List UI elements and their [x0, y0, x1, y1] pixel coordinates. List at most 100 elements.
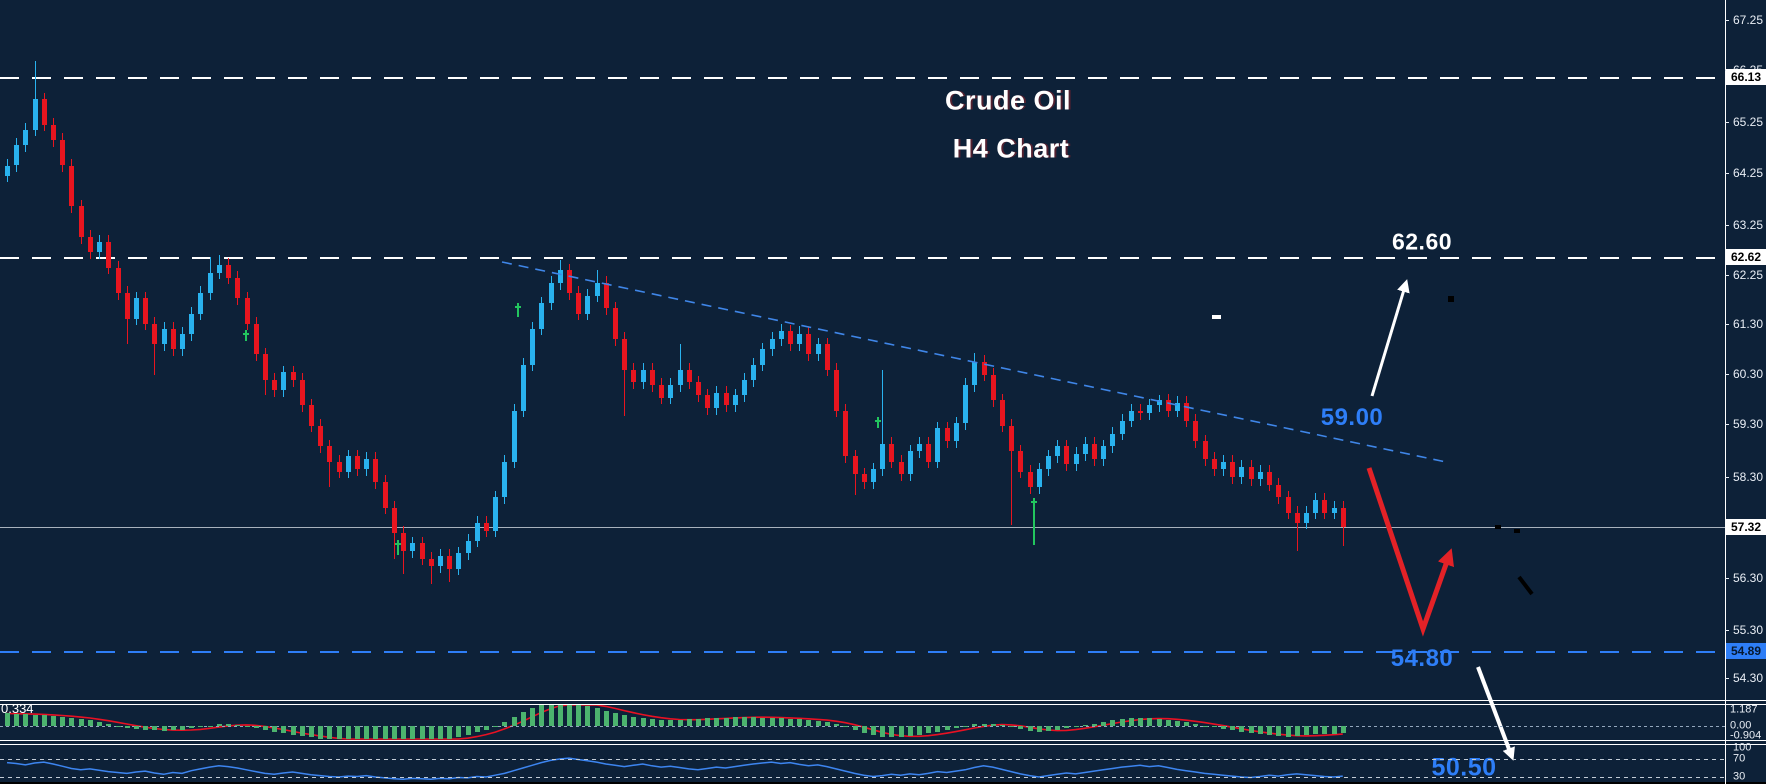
macd-axis-label: -0.904 [1730, 729, 1762, 742]
macd-histogram-bar [981, 723, 987, 726]
candle-body [1156, 400, 1162, 406]
candle-body [824, 344, 830, 370]
candle-body [465, 540, 471, 554]
macd-histogram-bar [189, 726, 195, 729]
candle-body [1045, 456, 1051, 470]
candle-body [170, 328, 176, 350]
macd-histogram-bar [1073, 726, 1079, 727]
macd-histogram-bar [106, 723, 112, 726]
candle-body [428, 558, 434, 567]
candle-body [741, 379, 747, 396]
candle-body [364, 459, 370, 470]
macd-histogram-bar [345, 726, 351, 739]
candle-body [253, 323, 259, 355]
candle-body [41, 99, 47, 125]
macd-histogram-bar [548, 705, 554, 726]
chart-title-line1: Crude Oil [944, 85, 1072, 116]
candle-body [1211, 459, 1217, 470]
macd-histogram-bar [1276, 726, 1282, 737]
candle-body [51, 124, 57, 140]
macd-histogram-bar [1147, 718, 1153, 726]
candle-wick [1296, 506, 1298, 551]
candle-body [594, 282, 600, 296]
macd-histogram-bar [1101, 721, 1107, 726]
green-marker-icon [245, 330, 247, 341]
candle-body [1036, 469, 1042, 488]
rsi-axis-label: 100 [1733, 741, 1752, 754]
candle-body [419, 543, 425, 559]
macd-histogram-bar [944, 726, 950, 731]
macd-histogram-bar [1230, 726, 1236, 731]
candle-body [852, 456, 858, 475]
candle-body [557, 270, 563, 283]
green-marker-crossbar [515, 306, 521, 308]
candle-body [1128, 410, 1134, 421]
candle-body [1082, 443, 1088, 454]
price-tick-label: 60.30 [1733, 367, 1764, 381]
target-price-50-50: 50.50 [1431, 753, 1497, 782]
green-marker-crossbar [1031, 501, 1037, 503]
macd-histogram-bar [1036, 726, 1042, 732]
price-level-line-57-32 [0, 527, 1725, 528]
macd-histogram-bar [1221, 726, 1227, 729]
candle-body [198, 293, 204, 314]
candle-body [797, 333, 803, 345]
candle-body [714, 392, 720, 408]
candle-body [788, 331, 794, 345]
macd-histogram-bar [456, 726, 462, 738]
macd-histogram-bar [1165, 719, 1171, 726]
macd-histogram-bar [613, 712, 618, 726]
macd-histogram-bar [152, 726, 158, 731]
macd-histogram-bar [198, 726, 204, 728]
macd-histogram-bar [539, 705, 545, 726]
candle-body [14, 145, 20, 166]
candle-body [1202, 441, 1208, 460]
macd-histogram-bar [355, 726, 361, 739]
macd-histogram-bar [235, 724, 241, 726]
candle-body [769, 339, 775, 350]
macd-histogram-bar [41, 715, 47, 726]
candle-body [336, 461, 342, 472]
candle-body [880, 443, 886, 470]
macd-histogram-bar [437, 726, 443, 739]
chart-title-line2: H4 Chart [952, 133, 1070, 164]
candle-body [649, 369, 655, 386]
candle-body [1055, 446, 1061, 457]
macd-histogram-bar [1018, 726, 1024, 730]
macd-histogram-bar [566, 705, 572, 726]
candle-body [437, 556, 443, 567]
candle-body [1092, 443, 1098, 460]
candle-body [566, 270, 572, 294]
macd-histogram-bar [69, 717, 75, 726]
macd-histogram-bar [1211, 726, 1217, 728]
macd-histogram-bar [557, 705, 563, 726]
macd-histogram-bar [1239, 726, 1245, 733]
candle-body [1257, 471, 1263, 480]
green-marker-crossbar [243, 333, 249, 335]
macd-histogram-bar [87, 720, 93, 726]
candle-body [548, 282, 554, 304]
candle-body [87, 236, 93, 253]
macd-histogram-bar [714, 717, 720, 726]
candle-body [1267, 471, 1273, 485]
candle-body [907, 451, 913, 475]
candle-body [281, 372, 287, 391]
macd-histogram-bar [520, 711, 526, 726]
candle-body [1230, 461, 1236, 477]
candle-body [677, 369, 683, 386]
candle-body [1221, 461, 1227, 470]
price-tick-label: 65.25 [1733, 115, 1764, 129]
macd-histogram-bar [143, 726, 149, 730]
black-stroke-mark [1517, 575, 1534, 596]
candle-body [511, 410, 517, 462]
candle-body [180, 333, 186, 350]
macd-histogram-bar [447, 726, 453, 739]
macd-histogram-bar [1202, 725, 1208, 727]
macd-histogram-bar [391, 726, 397, 739]
candle-body [382, 482, 388, 508]
price-tick-label: 61.30 [1733, 317, 1764, 331]
macd-histogram-bar [640, 717, 646, 726]
macd-histogram-bar [1322, 726, 1328, 735]
macd-histogram-bar [401, 726, 407, 739]
macd-histogram-bar [741, 716, 747, 726]
